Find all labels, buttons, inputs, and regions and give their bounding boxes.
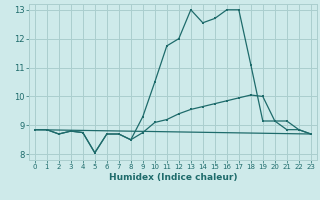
X-axis label: Humidex (Indice chaleur): Humidex (Indice chaleur) <box>108 173 237 182</box>
